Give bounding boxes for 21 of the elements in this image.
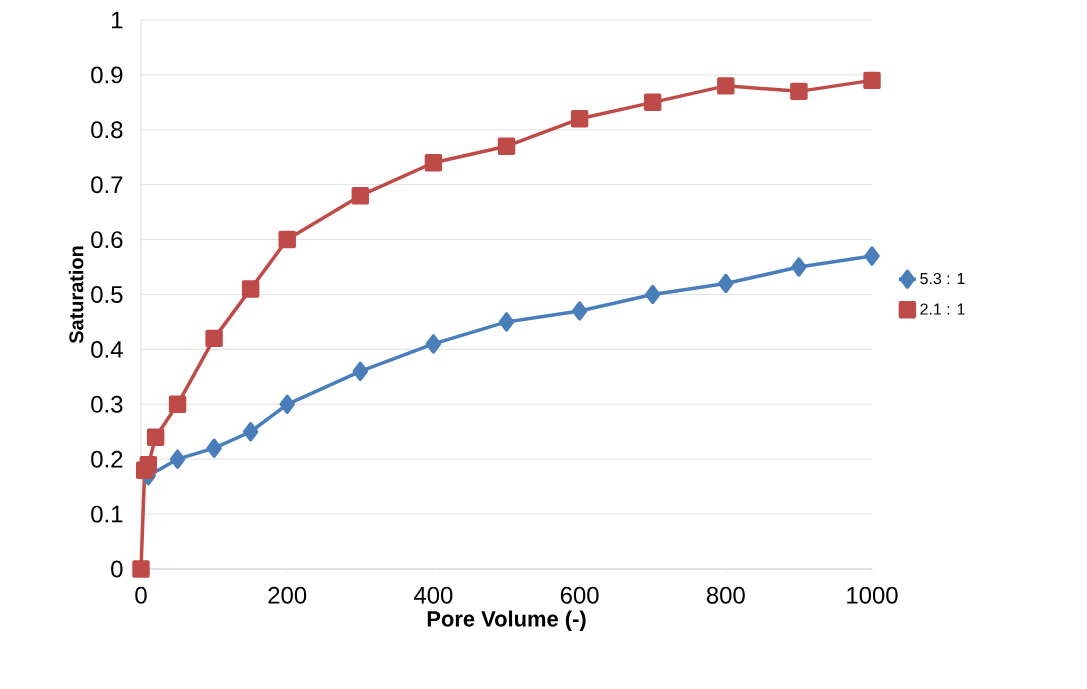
x-axis-title: Pore Volume (-) bbox=[427, 610, 586, 631]
y-tick-label: 0.6 bbox=[91, 231, 123, 249]
y-tick-label: 0 bbox=[111, 560, 123, 578]
legend-label: 5.3 : 1 bbox=[920, 272, 965, 285]
x-tick-label: 600 bbox=[560, 586, 599, 604]
legend-label: 2.1 : 1 bbox=[920, 303, 965, 315]
y-axis-title: Saturation bbox=[68, 246, 84, 344]
y-tick-label: 0.4 bbox=[91, 340, 123, 358]
y-tick-label: 0.5 bbox=[91, 286, 123, 303]
x-tick-label: 1000 bbox=[847, 586, 898, 604]
x-tick-label: 0 bbox=[135, 586, 147, 604]
y-tick-label: 0.1 bbox=[91, 505, 123, 523]
y-tick-label: 0.2 bbox=[91, 450, 123, 468]
y-tick-label: 0.7 bbox=[91, 176, 123, 194]
y-tick-label: 0.3 bbox=[91, 395, 123, 413]
y-tick-label: 0.9 bbox=[91, 66, 123, 84]
x-tick-label: 800 bbox=[706, 586, 745, 604]
x-tick-label: 400 bbox=[414, 586, 453, 604]
y-tick-label: 0.8 bbox=[91, 121, 123, 139]
y-tick-label: 1 bbox=[112, 11, 123, 29]
x-tick-label: 200 bbox=[268, 586, 307, 604]
